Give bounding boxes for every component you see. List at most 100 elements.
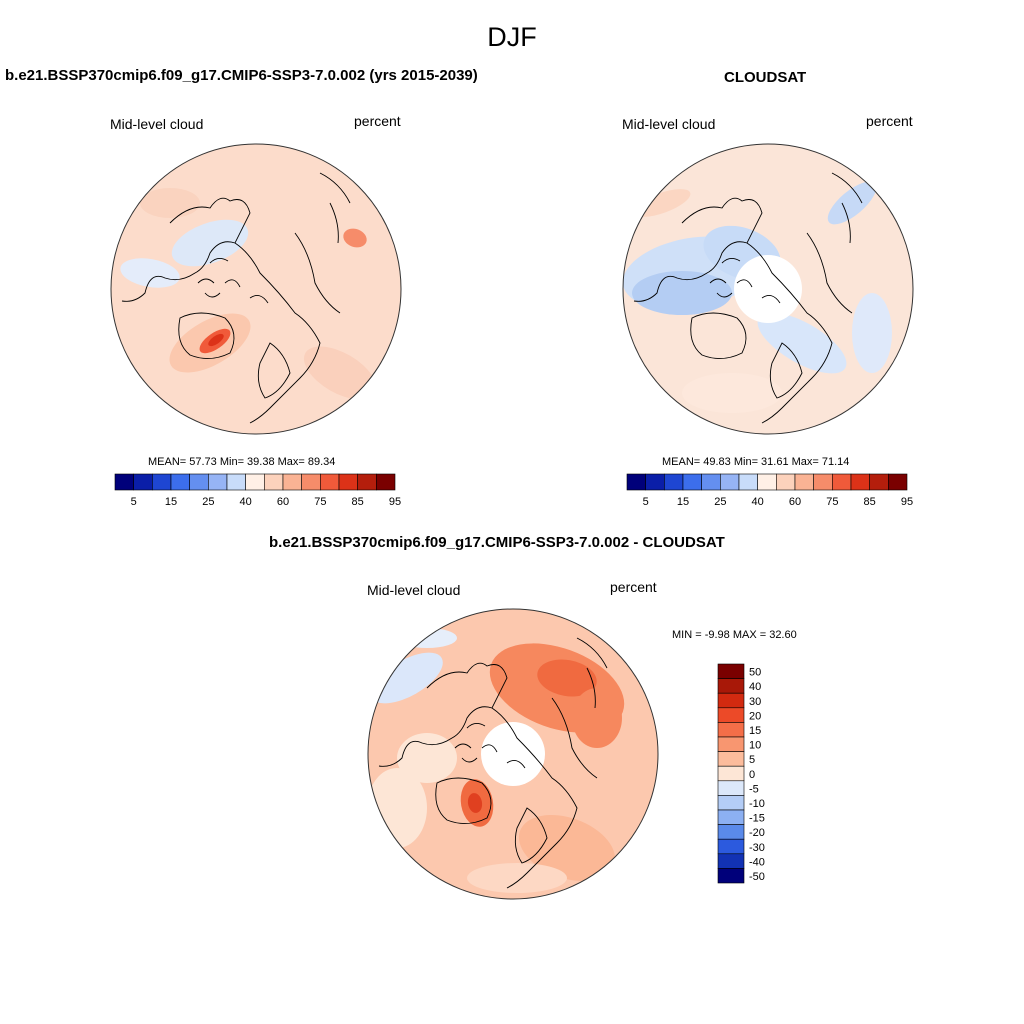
panel3-field-patch [572, 688, 622, 748]
panel2-colorbar-tick-label: 60 [789, 496, 801, 508]
panel1-colorbar-swatch [245, 473, 265, 491]
panel2-field [623, 144, 913, 434]
panel2-colorbar-swatch [888, 473, 908, 491]
panel2-colorbar-swatch [776, 473, 796, 491]
panel3-colorbar-tick-label: -50 [749, 871, 765, 883]
panel2-units-label: percent [866, 113, 913, 129]
panel1-colorbar-swatch [301, 473, 321, 491]
panel1-colorbar-swatch [376, 473, 396, 491]
panel1-field-patch [171, 219, 249, 267]
panel3-field-patch [518, 815, 616, 881]
panel3-field-patch [397, 733, 457, 783]
panel2-missing-data-pole [734, 255, 802, 323]
panel2-coastline [746, 242, 833, 424]
panel1-units-label: percent [354, 113, 401, 129]
panel2-colorbar-swatch [664, 473, 684, 491]
panel3-colorbar-swatch [717, 678, 745, 694]
panel2-field-patch [852, 293, 892, 373]
panel3-colorbar-swatch [717, 765, 745, 782]
panel2-variable-label: Mid-level cloud [622, 116, 716, 132]
panel1-coastline [121, 197, 251, 302]
panel3-field-patch [537, 659, 597, 697]
panel3-colorbar-tick-label: 50 [749, 667, 761, 679]
panel3-colorbar-tick-label: -20 [749, 827, 765, 839]
panel1-stats: MEAN= 57.73 Min= 39.38 Max= 89.34 [148, 456, 336, 468]
panel3-colorbar-tick-label: 10 [749, 740, 761, 752]
panel2-field-patch [827, 181, 877, 225]
panel2-colorbar-swatch [794, 473, 814, 491]
panel2-colorbar-tick-label: 85 [864, 496, 876, 508]
panel1-colorbar-swatch [320, 473, 340, 491]
panel2-stats: MEAN= 49.83 Min= 31.61 Max= 71.14 [662, 456, 850, 468]
panel2-colorbar-swatch [832, 473, 852, 491]
panel1-coastline [257, 342, 291, 399]
panel1-polar-map [110, 143, 402, 435]
panel2-colorbar-tick-label: 5 [643, 496, 649, 508]
panel3-colorbar-tick-label: 20 [749, 710, 761, 722]
panel3-colorbar-tick-label: 0 [749, 769, 755, 781]
panel3-coastline [551, 637, 608, 779]
panel3-colorbar-swatch [717, 780, 745, 796]
panel3-field-patch [397, 628, 457, 648]
panel1-colorbar-swatch [264, 473, 284, 491]
panel1-colorbar-swatch [357, 473, 377, 491]
panel3-colorbar-tick-label: -40 [749, 856, 765, 868]
panel2-colorbar-swatch [757, 473, 777, 491]
panel1-colorbar-swatch [170, 473, 190, 491]
panel1-colorbar-swatch [338, 473, 358, 491]
panel2-field-patch [757, 312, 847, 374]
panel3-colorbar-swatch [717, 751, 745, 767]
panel1-title: b.e21.BSSP370cmip6.f09_g17.CMIP6-SSP3-7.… [5, 67, 478, 84]
panel2-colorbar-swatch [701, 473, 721, 491]
panel3-colorbar-tick-label: -30 [749, 842, 765, 854]
panel1-colorbar-tick-label: 75 [314, 496, 326, 508]
panel1-map-border [110, 143, 402, 435]
panel3-colorbar-tick-label: 5 [749, 754, 755, 766]
panel1-colorbar-tick-label: 5 [131, 496, 137, 508]
panel2-colorbar-tick-label: 15 [677, 496, 689, 508]
panel2-colorbar-swatch [813, 473, 833, 491]
panel1-field-patch [120, 258, 180, 288]
panel2-coastline [806, 172, 863, 314]
panel1-colorbar-tick-label: 25 [202, 496, 214, 508]
panel2-colorbar-swatch [869, 473, 889, 491]
panel3-colorbar-swatch [717, 663, 745, 679]
panel1-colorbar-tick-label: 85 [352, 496, 364, 508]
panel3-field-patch [368, 768, 427, 848]
panel3-units-label: percent [610, 579, 657, 595]
panel1-colorbar-tick-label: 15 [165, 496, 177, 508]
panel3-colorbar-swatch [717, 707, 745, 723]
panel1-colorbar-tick-label: 60 [277, 496, 289, 508]
panel1-colorbar-swatch [133, 473, 153, 491]
panel3-coastline [454, 723, 526, 769]
panel2-colorbar: 5 15 25 40 60 75 85 95 [626, 473, 913, 508]
panel1-coastline [197, 258, 269, 304]
panel1-variable-label: Mid-level cloud [110, 116, 204, 132]
panel2-colorbar-tick-label: 75 [826, 496, 838, 508]
panel1-colorbar-tick-label: 95 [389, 496, 401, 508]
panel3-field [368, 609, 658, 899]
panel1-colorbar-swatch [282, 473, 302, 491]
figure-title: DJF [487, 22, 537, 52]
panel2-title: CLOUDSAT [724, 69, 807, 86]
panel3-coastline [435, 777, 492, 824]
panel2-map-border [622, 143, 914, 435]
panel2-field-patch [682, 373, 782, 413]
panel1-colorbar-swatch [152, 473, 172, 491]
panel1-colorbar-tick-label: 40 [240, 496, 252, 508]
panel2-coastline [709, 258, 781, 304]
panel3-colorbar-swatch [717, 868, 745, 884]
panel2-coastline [633, 197, 763, 302]
panel3-coastline [491, 707, 578, 889]
panel1-field-patch [208, 333, 224, 347]
panel3-colorbar-swatch [717, 824, 745, 840]
panel1-field-patch [140, 188, 200, 218]
panel3-coastline [378, 662, 508, 767]
panel3-colorbar-swatch [717, 722, 745, 738]
panel1-coastline [294, 172, 351, 314]
panel2-colorbar-swatch [850, 473, 870, 491]
panel2-colorbar-swatch [682, 473, 702, 491]
panel1-colorbar-swatch [189, 473, 209, 491]
panel2-colorbar-tick-label: 95 [901, 496, 913, 508]
